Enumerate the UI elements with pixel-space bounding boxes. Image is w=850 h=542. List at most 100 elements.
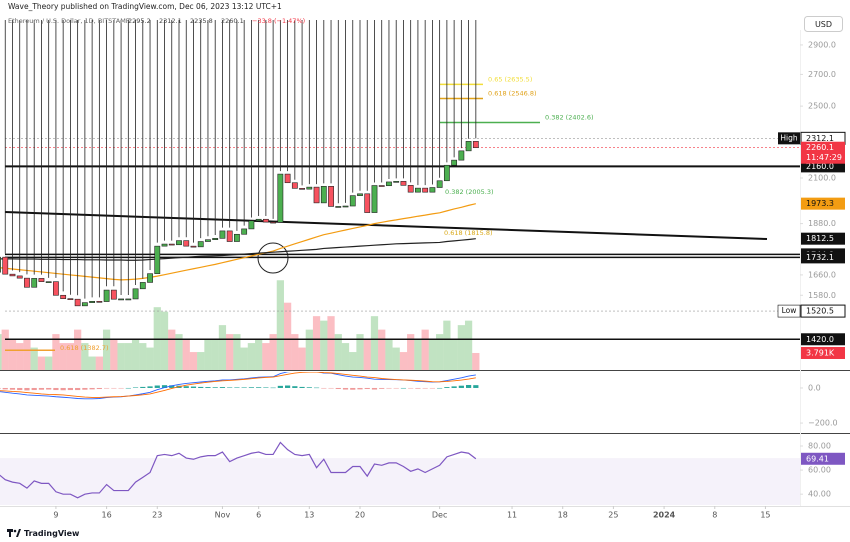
price-badge-label: 1520.5 xyxy=(806,307,834,316)
y-tick-label: 40.00 xyxy=(808,490,831,499)
candle-body xyxy=(415,187,421,193)
header-value: 2312.1 xyxy=(159,17,182,25)
candle-body xyxy=(132,288,139,300)
macd-histogram-bar xyxy=(82,387,88,390)
countdown: 11:47:29 xyxy=(806,153,842,162)
macd-histogram-bar xyxy=(256,387,262,388)
fib-label: 0.382 (2005.3) xyxy=(445,188,494,196)
y-tick-label: 1880.0 xyxy=(808,219,836,228)
indicator-line xyxy=(0,372,476,398)
macd-histogram-bar xyxy=(147,386,153,388)
volume-bar xyxy=(327,316,335,370)
candle-body xyxy=(291,182,298,189)
macd-histogram-bar xyxy=(313,387,320,389)
fib-label: 0.65 (2635.5) xyxy=(488,75,532,83)
volume-bar xyxy=(59,343,67,370)
macd-histogram-bar xyxy=(96,387,102,390)
candle-body xyxy=(168,243,175,246)
volume-bar xyxy=(218,325,227,370)
macd-histogram-bar xyxy=(364,387,370,390)
macd-histogram-bar xyxy=(67,387,73,391)
macd-histogram-bar xyxy=(46,387,52,390)
y-tick-label: 0.0 xyxy=(808,383,821,392)
macd-histogram-bar xyxy=(400,387,407,389)
x-tick-label: 6 xyxy=(256,511,261,520)
x-tick-label: 11 xyxy=(507,511,517,520)
candle-body xyxy=(139,282,146,290)
volume-bar xyxy=(370,316,379,370)
volume-bar xyxy=(414,338,422,370)
candle-body xyxy=(248,220,255,230)
candle-body xyxy=(81,302,88,307)
candle-body xyxy=(458,150,465,161)
volume-bar xyxy=(23,338,31,370)
macd-histogram-bar xyxy=(212,387,218,388)
price-pane: 0.65 (2635.5) 0.618 (2546.8) 0.382 (2402.6… xyxy=(0,20,800,370)
macd-histogram-bar xyxy=(429,387,435,389)
macd-histogram-bar xyxy=(154,385,160,388)
volume-bar xyxy=(146,347,154,370)
candle-body xyxy=(306,186,313,190)
candle-body xyxy=(0,256,1,273)
volume-bar xyxy=(464,320,473,370)
volume-bar xyxy=(102,329,111,370)
x-tick-label: Dec xyxy=(432,511,447,520)
candle-body xyxy=(429,187,436,193)
volume-bar xyxy=(233,334,241,370)
candle-body xyxy=(2,256,9,275)
volume-bar xyxy=(407,334,415,370)
candle-body xyxy=(24,277,30,288)
x-tick-label: 9 xyxy=(53,511,58,520)
volume-bar xyxy=(262,343,270,370)
x-tick-label: 2024 xyxy=(653,511,676,520)
macd-histogram-bar xyxy=(393,387,399,389)
candle-body xyxy=(342,205,349,208)
macd-histogram-bar xyxy=(205,387,211,388)
macd-histogram-bar xyxy=(458,385,464,388)
volume-bar xyxy=(175,334,183,370)
candle-body xyxy=(103,289,110,302)
macd-histogram-bar xyxy=(183,386,189,388)
volume-bar xyxy=(450,338,458,370)
macd-histogram-bar xyxy=(234,387,240,388)
macd-histogram-bar xyxy=(335,387,341,390)
candle-body xyxy=(241,228,248,235)
macd-histogram-bar xyxy=(422,387,428,389)
candle-body xyxy=(205,239,211,242)
y-tick-label: 80.00 xyxy=(808,442,831,451)
candle-body xyxy=(451,159,458,166)
source: TradingView xyxy=(24,529,80,538)
candle-body xyxy=(110,289,117,300)
volume-bar xyxy=(276,280,284,370)
macd-pane xyxy=(0,372,479,400)
candle-body xyxy=(118,298,124,301)
candle-body xyxy=(335,206,342,208)
volume-bar xyxy=(88,356,96,370)
currency[interactable]: USD xyxy=(815,20,832,29)
macd-histogram-bar xyxy=(89,387,95,390)
volume-bar xyxy=(428,338,437,370)
volume-bar xyxy=(291,334,299,370)
volume-bar xyxy=(30,347,38,370)
macd-histogram-bar xyxy=(342,387,349,390)
volume-bar xyxy=(349,352,357,370)
candle-body xyxy=(219,230,226,239)
candle-body xyxy=(270,221,277,224)
volume-badge-label: 3.791K xyxy=(806,348,835,357)
macd-histogram-bar xyxy=(2,387,8,390)
currency-box[interactable] xyxy=(804,16,843,32)
volume-bar xyxy=(81,343,89,370)
volume-bar xyxy=(247,343,256,370)
volume-badge xyxy=(801,346,845,359)
macd-histogram-bar xyxy=(408,387,414,389)
volume-bar xyxy=(298,347,306,370)
macd-histogram-bar xyxy=(285,385,291,388)
volume-bar xyxy=(436,334,444,370)
candle-body xyxy=(284,173,291,184)
candle-body xyxy=(400,181,407,186)
candle-body xyxy=(364,193,371,213)
macd-histogram-bar xyxy=(379,387,385,389)
x-tick-label: 23 xyxy=(152,511,162,520)
volume-bar xyxy=(74,329,82,370)
volume-bar xyxy=(124,343,132,370)
